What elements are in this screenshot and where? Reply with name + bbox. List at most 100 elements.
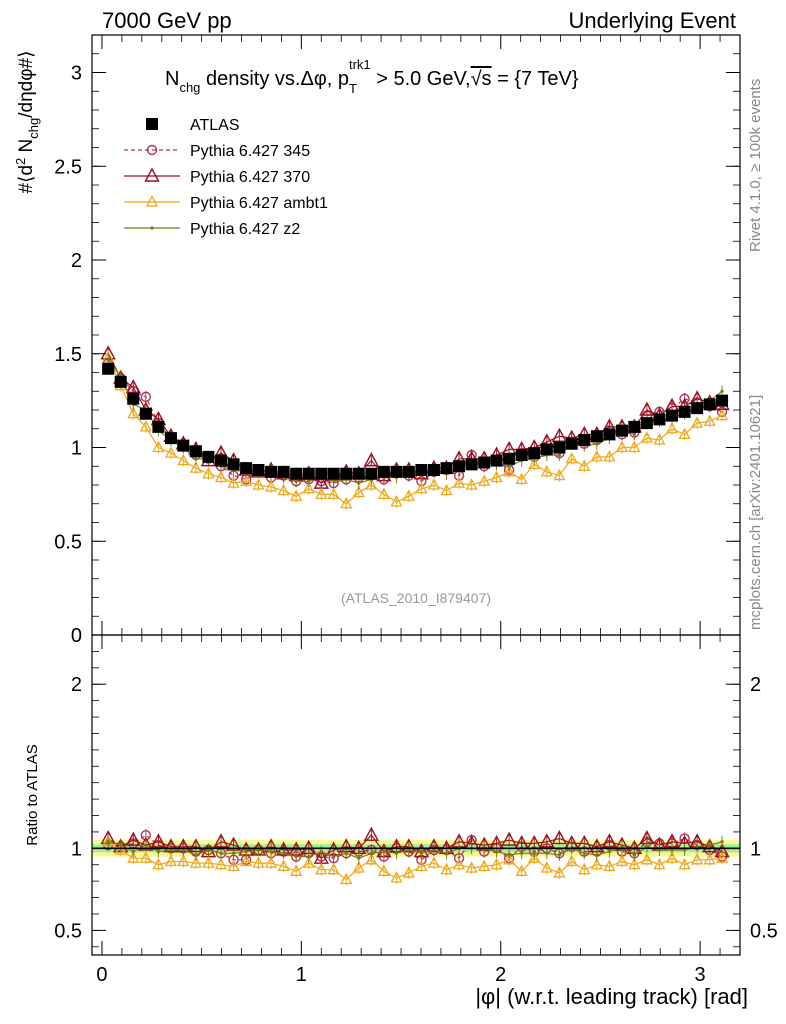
data-point xyxy=(720,389,724,393)
data-point xyxy=(452,857,466,870)
data-point xyxy=(640,417,653,430)
data-point xyxy=(352,861,365,873)
data-point xyxy=(565,451,578,464)
data-point xyxy=(453,460,466,473)
ratio-panel: Ratio to ATLAS 0.5 0.5 1 1 2 2 0 1 2 3 |φ| (w.r.t… xyxy=(24,634,778,1009)
data-point xyxy=(256,848,261,852)
data-point xyxy=(377,465,390,478)
y-tick-label: 1 xyxy=(71,438,82,460)
data-point xyxy=(490,454,503,467)
data-point xyxy=(357,481,361,485)
x-axis-label: |φ| (w.r.t. leading track) [rad] xyxy=(475,984,748,1009)
data-point xyxy=(244,850,248,854)
data-point xyxy=(302,856,315,868)
data-point xyxy=(620,845,624,849)
data-point xyxy=(720,840,724,844)
data-point xyxy=(657,848,662,852)
data-point xyxy=(551,830,568,845)
data-point xyxy=(578,862,591,875)
data-point xyxy=(307,854,311,859)
data-point xyxy=(539,833,555,848)
main-y-axis-label: #⟨d2 Nchg/dηdφ#⟩ xyxy=(13,50,41,193)
legend-entry: Pythia 6.427 ambt1 xyxy=(124,195,328,212)
data-point xyxy=(377,487,390,500)
y-tick-label: 1.5 xyxy=(54,344,82,366)
data-point xyxy=(139,407,152,420)
data-point xyxy=(595,853,599,857)
data-point xyxy=(691,852,704,865)
data-point xyxy=(152,420,165,433)
ratio-series-group xyxy=(92,826,740,886)
main-panel: #⟨d2 Nchg/dηdφ#⟩ Nchg density vs.Δφ, pTt… xyxy=(13,34,741,647)
data-point xyxy=(666,409,679,422)
data-point xyxy=(578,459,591,471)
data-point xyxy=(628,440,641,453)
data-point xyxy=(277,483,290,496)
data-point xyxy=(164,854,178,867)
series-line xyxy=(107,357,723,505)
data-point xyxy=(444,851,449,855)
data-point xyxy=(332,479,336,483)
data-point xyxy=(202,466,215,479)
x-tick-label: 0 xyxy=(96,964,107,986)
data-point xyxy=(252,464,265,476)
analysis-label: Underlying Event xyxy=(568,8,736,33)
analysis-id-watermark: (ATLAS_2010_I879407) xyxy=(341,590,491,606)
data-point xyxy=(653,857,666,870)
data-point xyxy=(632,853,636,857)
data-point xyxy=(440,483,453,496)
data-point xyxy=(695,845,699,849)
data-point xyxy=(503,464,516,477)
data-point xyxy=(645,845,649,849)
data-point xyxy=(202,450,215,463)
legend-label: ATLAS xyxy=(190,117,240,134)
data-point xyxy=(653,413,666,426)
data-point xyxy=(390,870,403,883)
data-point xyxy=(703,414,716,426)
data-point xyxy=(327,862,340,875)
data-point xyxy=(665,421,679,434)
data-point xyxy=(503,852,516,865)
data-point xyxy=(139,419,152,432)
data-point xyxy=(294,854,298,859)
legend-label: Pythia 6.427 370 xyxy=(190,169,310,186)
data-point xyxy=(603,449,616,462)
data-point xyxy=(682,848,687,852)
data-point xyxy=(590,857,603,870)
series-pythia-6-427-ambt1 xyxy=(102,834,729,886)
data-point xyxy=(264,856,278,868)
data-point xyxy=(419,851,423,855)
data-point xyxy=(252,478,265,490)
data-point xyxy=(565,854,578,867)
data-point xyxy=(465,458,478,471)
data-point xyxy=(227,476,240,488)
y-tick-label: 0.5 xyxy=(54,531,82,553)
data-point xyxy=(503,452,516,465)
data-point xyxy=(363,452,380,467)
data-point xyxy=(532,851,536,855)
y-tick-label: 2 xyxy=(71,250,82,272)
data-point xyxy=(515,864,528,876)
data-point xyxy=(678,405,691,418)
data-point xyxy=(501,831,517,846)
series-line xyxy=(108,841,723,859)
data-point xyxy=(365,478,378,490)
data-point xyxy=(365,467,378,480)
data-point xyxy=(277,465,290,478)
data-point xyxy=(553,468,566,481)
series-line xyxy=(107,353,723,484)
data-point xyxy=(277,859,290,872)
data-point xyxy=(127,392,140,405)
data-point xyxy=(340,872,353,885)
data-point xyxy=(214,470,228,483)
legend-marker xyxy=(145,195,159,207)
data-point xyxy=(691,402,704,415)
data-point xyxy=(665,851,679,863)
plot-title: Nchg density vs.Δφ, pTtrk1 > 5.0 GeV,√s … xyxy=(165,57,579,96)
data-point xyxy=(144,843,148,847)
data-point xyxy=(415,481,428,494)
series-atlas xyxy=(102,362,729,480)
data-point xyxy=(265,465,278,478)
data-point xyxy=(615,854,629,867)
data-point xyxy=(189,445,202,458)
